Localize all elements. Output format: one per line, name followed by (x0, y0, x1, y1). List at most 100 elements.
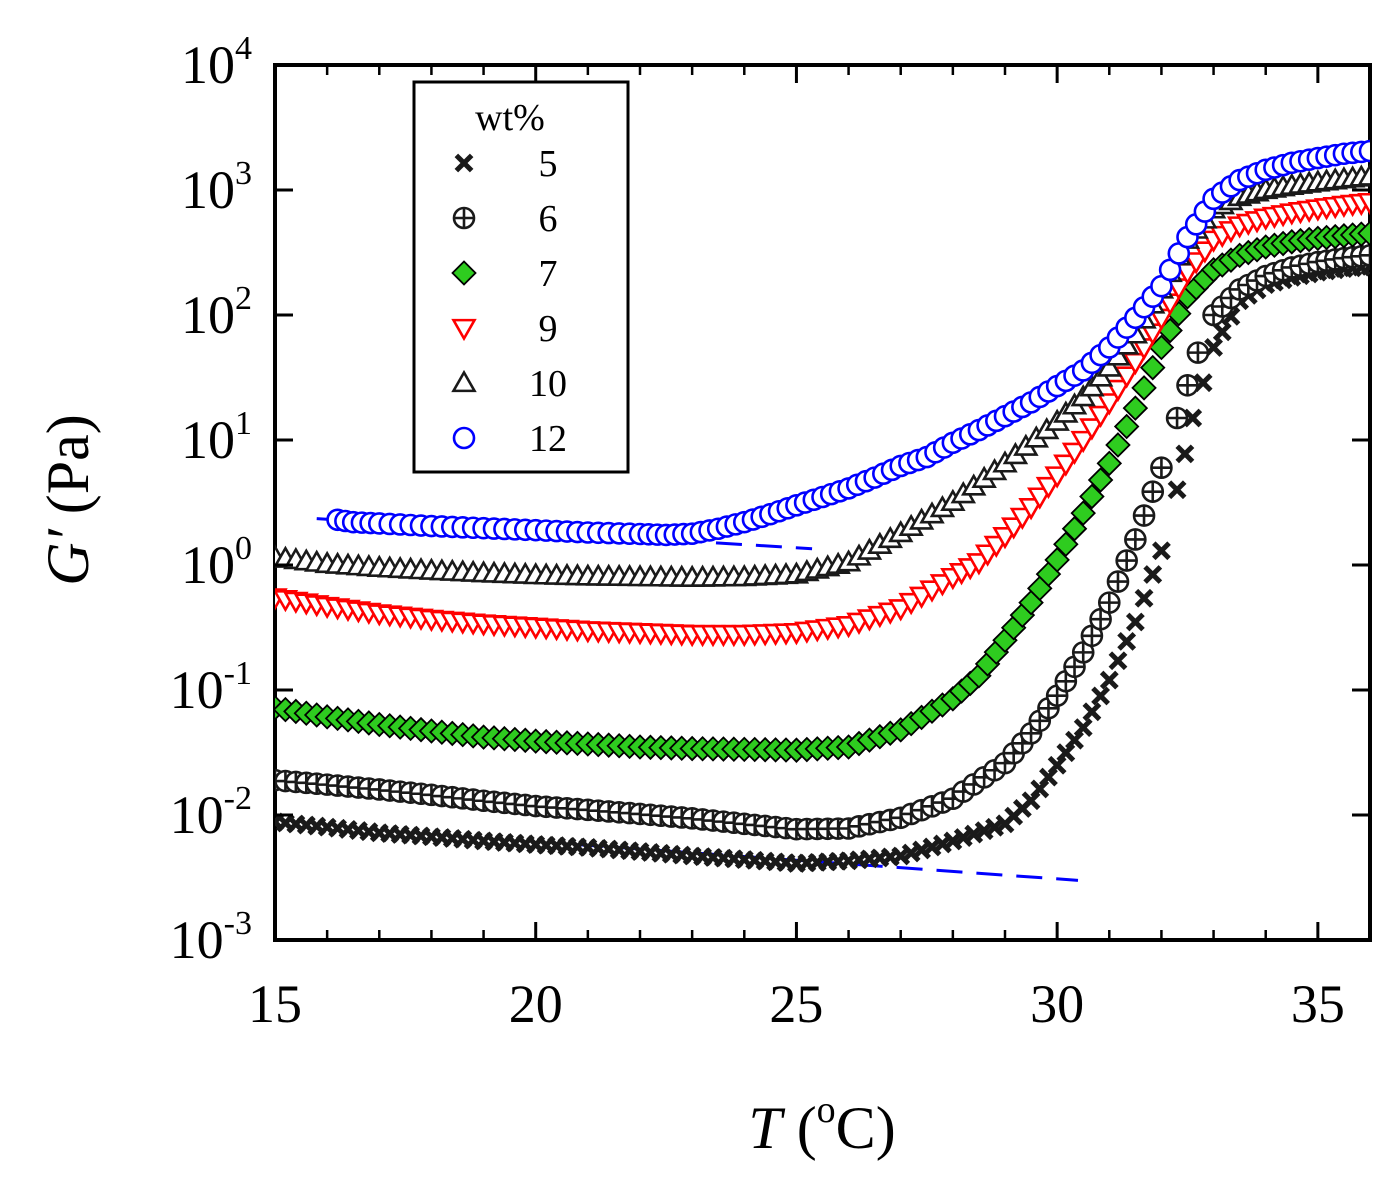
legend-label: 5 (539, 143, 558, 185)
y-tick-exponent: -3 (224, 905, 252, 942)
x-tick-label: 20 (509, 974, 563, 1034)
data-point-glyph (1047, 755, 1067, 775)
data-point (1212, 322, 1232, 342)
data-point (1096, 354, 1123, 377)
data-point (1070, 500, 1096, 526)
x-axis-unit-sup: o (817, 1089, 836, 1131)
y-tick-exponent: 0 (235, 530, 252, 567)
data-point-glyph (1125, 612, 1145, 632)
data-point (1124, 528, 1147, 551)
legend: wt% 5 6 7 9 10 12 (412, 80, 630, 474)
data-point (1073, 718, 1093, 738)
data-point-cross (1134, 505, 1155, 526)
x-tick-label: 35 (1291, 974, 1345, 1034)
x-tick-label: 15 (248, 974, 302, 1034)
data-point-glyph (1152, 541, 1171, 561)
y-tick-base: 10 (181, 160, 235, 220)
data-point-cross (1055, 671, 1076, 692)
data-point (1018, 498, 1044, 521)
data-point (1113, 366, 1140, 389)
data-point (1131, 375, 1157, 401)
data-point-glyph (1183, 408, 1203, 428)
data-point (1358, 139, 1370, 163)
data-point (1097, 591, 1121, 614)
y-tick-base: 10 (170, 660, 224, 720)
data-point (1096, 450, 1123, 477)
data-point-cross (1142, 481, 1163, 502)
data-point-cross (1073, 642, 1094, 663)
legend-label: 7 (539, 253, 558, 295)
data-point (1358, 244, 1370, 267)
data-point (1079, 418, 1105, 441)
y-axis-title: G′ (Pa) (35, 414, 101, 585)
legend-label: 10 (529, 363, 567, 405)
data-point (1099, 670, 1119, 690)
legend-marker-cross (454, 208, 474, 228)
data-point (1056, 743, 1076, 763)
data-point (1115, 549, 1138, 572)
legend-marker (452, 426, 476, 450)
y-tick-label: 10-2 (170, 780, 252, 845)
data-point-cross (1167, 407, 1188, 428)
y-tick-label: 102 (181, 280, 252, 345)
legend-label: 12 (529, 418, 567, 460)
data-point (1175, 444, 1195, 464)
data-point (1357, 163, 1370, 186)
data-point (1027, 487, 1053, 510)
data-point-cross (1099, 592, 1120, 613)
legend-box (412, 80, 630, 474)
legend-marker (454, 153, 474, 173)
legend-entry: 12 (452, 418, 567, 460)
y-tick-exponent: 4 (235, 30, 252, 67)
y-tick-label: 101 (181, 405, 252, 470)
y-tick-label: 10-3 (170, 905, 252, 970)
x-tick-label: 25 (769, 974, 823, 1034)
x-tick-label: 30 (1030, 974, 1084, 1034)
data-point-cross (1090, 609, 1111, 630)
data-point-glyph (1167, 480, 1187, 500)
legend-entry: 9 (451, 308, 558, 350)
data-point (1357, 192, 1370, 216)
data-point-glyph (1117, 631, 1137, 651)
legend-label: 6 (539, 198, 558, 240)
data-point-cross (1177, 375, 1198, 396)
data-point-glyph (1073, 718, 1093, 738)
data-point (1150, 456, 1173, 480)
data-point (1125, 612, 1145, 632)
data-point (1082, 702, 1102, 722)
data-point (1091, 686, 1111, 706)
data-point-glyph (1212, 322, 1232, 342)
data-point (1087, 467, 1114, 493)
data-point (1108, 651, 1128, 671)
legend-entry: 7 (451, 253, 558, 295)
y-tick-exponent: 2 (235, 280, 252, 317)
data-point (1105, 432, 1131, 458)
y-axis-var: G′ (35, 528, 101, 585)
data-point (1165, 406, 1189, 430)
y-tick-exponent: 3 (235, 155, 252, 192)
data-point-glyph (1065, 730, 1084, 750)
y-tick-exponent: 1 (235, 405, 252, 442)
y-axis-unit: (Pa) (35, 414, 101, 529)
data-point (1167, 480, 1187, 500)
x-axis-unit-close: C) (836, 1095, 896, 1161)
data-point (1143, 565, 1163, 584)
legend-marker (452, 206, 476, 230)
data-point (1141, 480, 1165, 503)
y-tick-label: 103 (181, 155, 252, 220)
data-point (1070, 430, 1096, 454)
series-6-wt (275, 244, 1370, 841)
legend-entry: 5 (454, 143, 558, 185)
y-tick-base: 10 (170, 785, 224, 845)
y-tick-base: 10 (181, 285, 235, 345)
data-point (1134, 588, 1154, 608)
legend-entry: 10 (451, 363, 567, 405)
data-point-glyph (1056, 743, 1076, 763)
data-point (1106, 570, 1130, 593)
plot-frame (273, 63, 1372, 942)
data-point (1192, 241, 1218, 264)
y-tick-label: 10-1 (170, 655, 252, 720)
y-tick-base: 10 (170, 910, 224, 970)
y-tick-exponent: -2 (224, 780, 252, 817)
